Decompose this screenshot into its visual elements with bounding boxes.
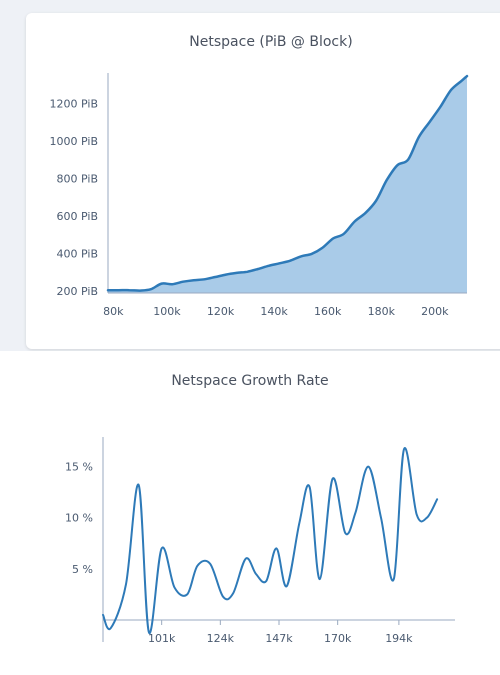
y-tick-label: 1000 PiB [50, 135, 99, 148]
y-tick-label: 200 PiB [57, 285, 99, 298]
growth-rate-series-line [102, 447, 439, 634]
x-tick-label: 140k [260, 305, 288, 318]
x-tick-label: 180k [368, 305, 396, 318]
y-tick-label: 10 % [65, 512, 93, 525]
x-tick-label: 80k [103, 305, 124, 318]
x-tick-label: 194k [385, 632, 413, 645]
y-tick-label: 15 % [65, 461, 93, 474]
x-tick-label: 124k [207, 632, 235, 645]
x-tick-label: 160k [314, 305, 342, 318]
netspace-series-line [106, 74, 469, 292]
netspace-area-fill [108, 76, 467, 293]
growth-rate-chart-title: Netspace Growth Rate [171, 373, 329, 389]
y-tick-label: 1200 PiB [50, 97, 99, 110]
x-tick-label: 200k [421, 305, 449, 318]
x-tick-label: 100k [153, 305, 181, 318]
x-tick-label: 120k [207, 305, 235, 318]
netspace-chart-title: Netspace (PiB @ Block) [189, 34, 353, 50]
y-tick-label: 600 PiB [57, 210, 99, 223]
growth-rate-line-chart: 101k 124k 147k 170k 194k 5 % 10 % 15 % [65, 437, 455, 645]
y-tick-label: 800 PiB [57, 172, 99, 185]
x-tick-label: 170k [324, 632, 352, 645]
x-tick-label: 101k [148, 632, 176, 645]
netspace-area-chart: 80k 100k 120k 140k 160k 180k 200k 200 PiB 400 Pi… [50, 73, 469, 318]
netspace-chart-card: Netspace (PiB @ Block) 80k 100k 120k 140k 16… [26, 13, 500, 349]
growth-rate-panel: Netspace Growth Rate 101k 124k 147k 170k 194… [0, 351, 500, 675]
y-tick-label: 5 % [72, 563, 93, 576]
x-tick-label: 147k [265, 632, 293, 645]
y-tick-label: 400 PiB [57, 248, 99, 261]
